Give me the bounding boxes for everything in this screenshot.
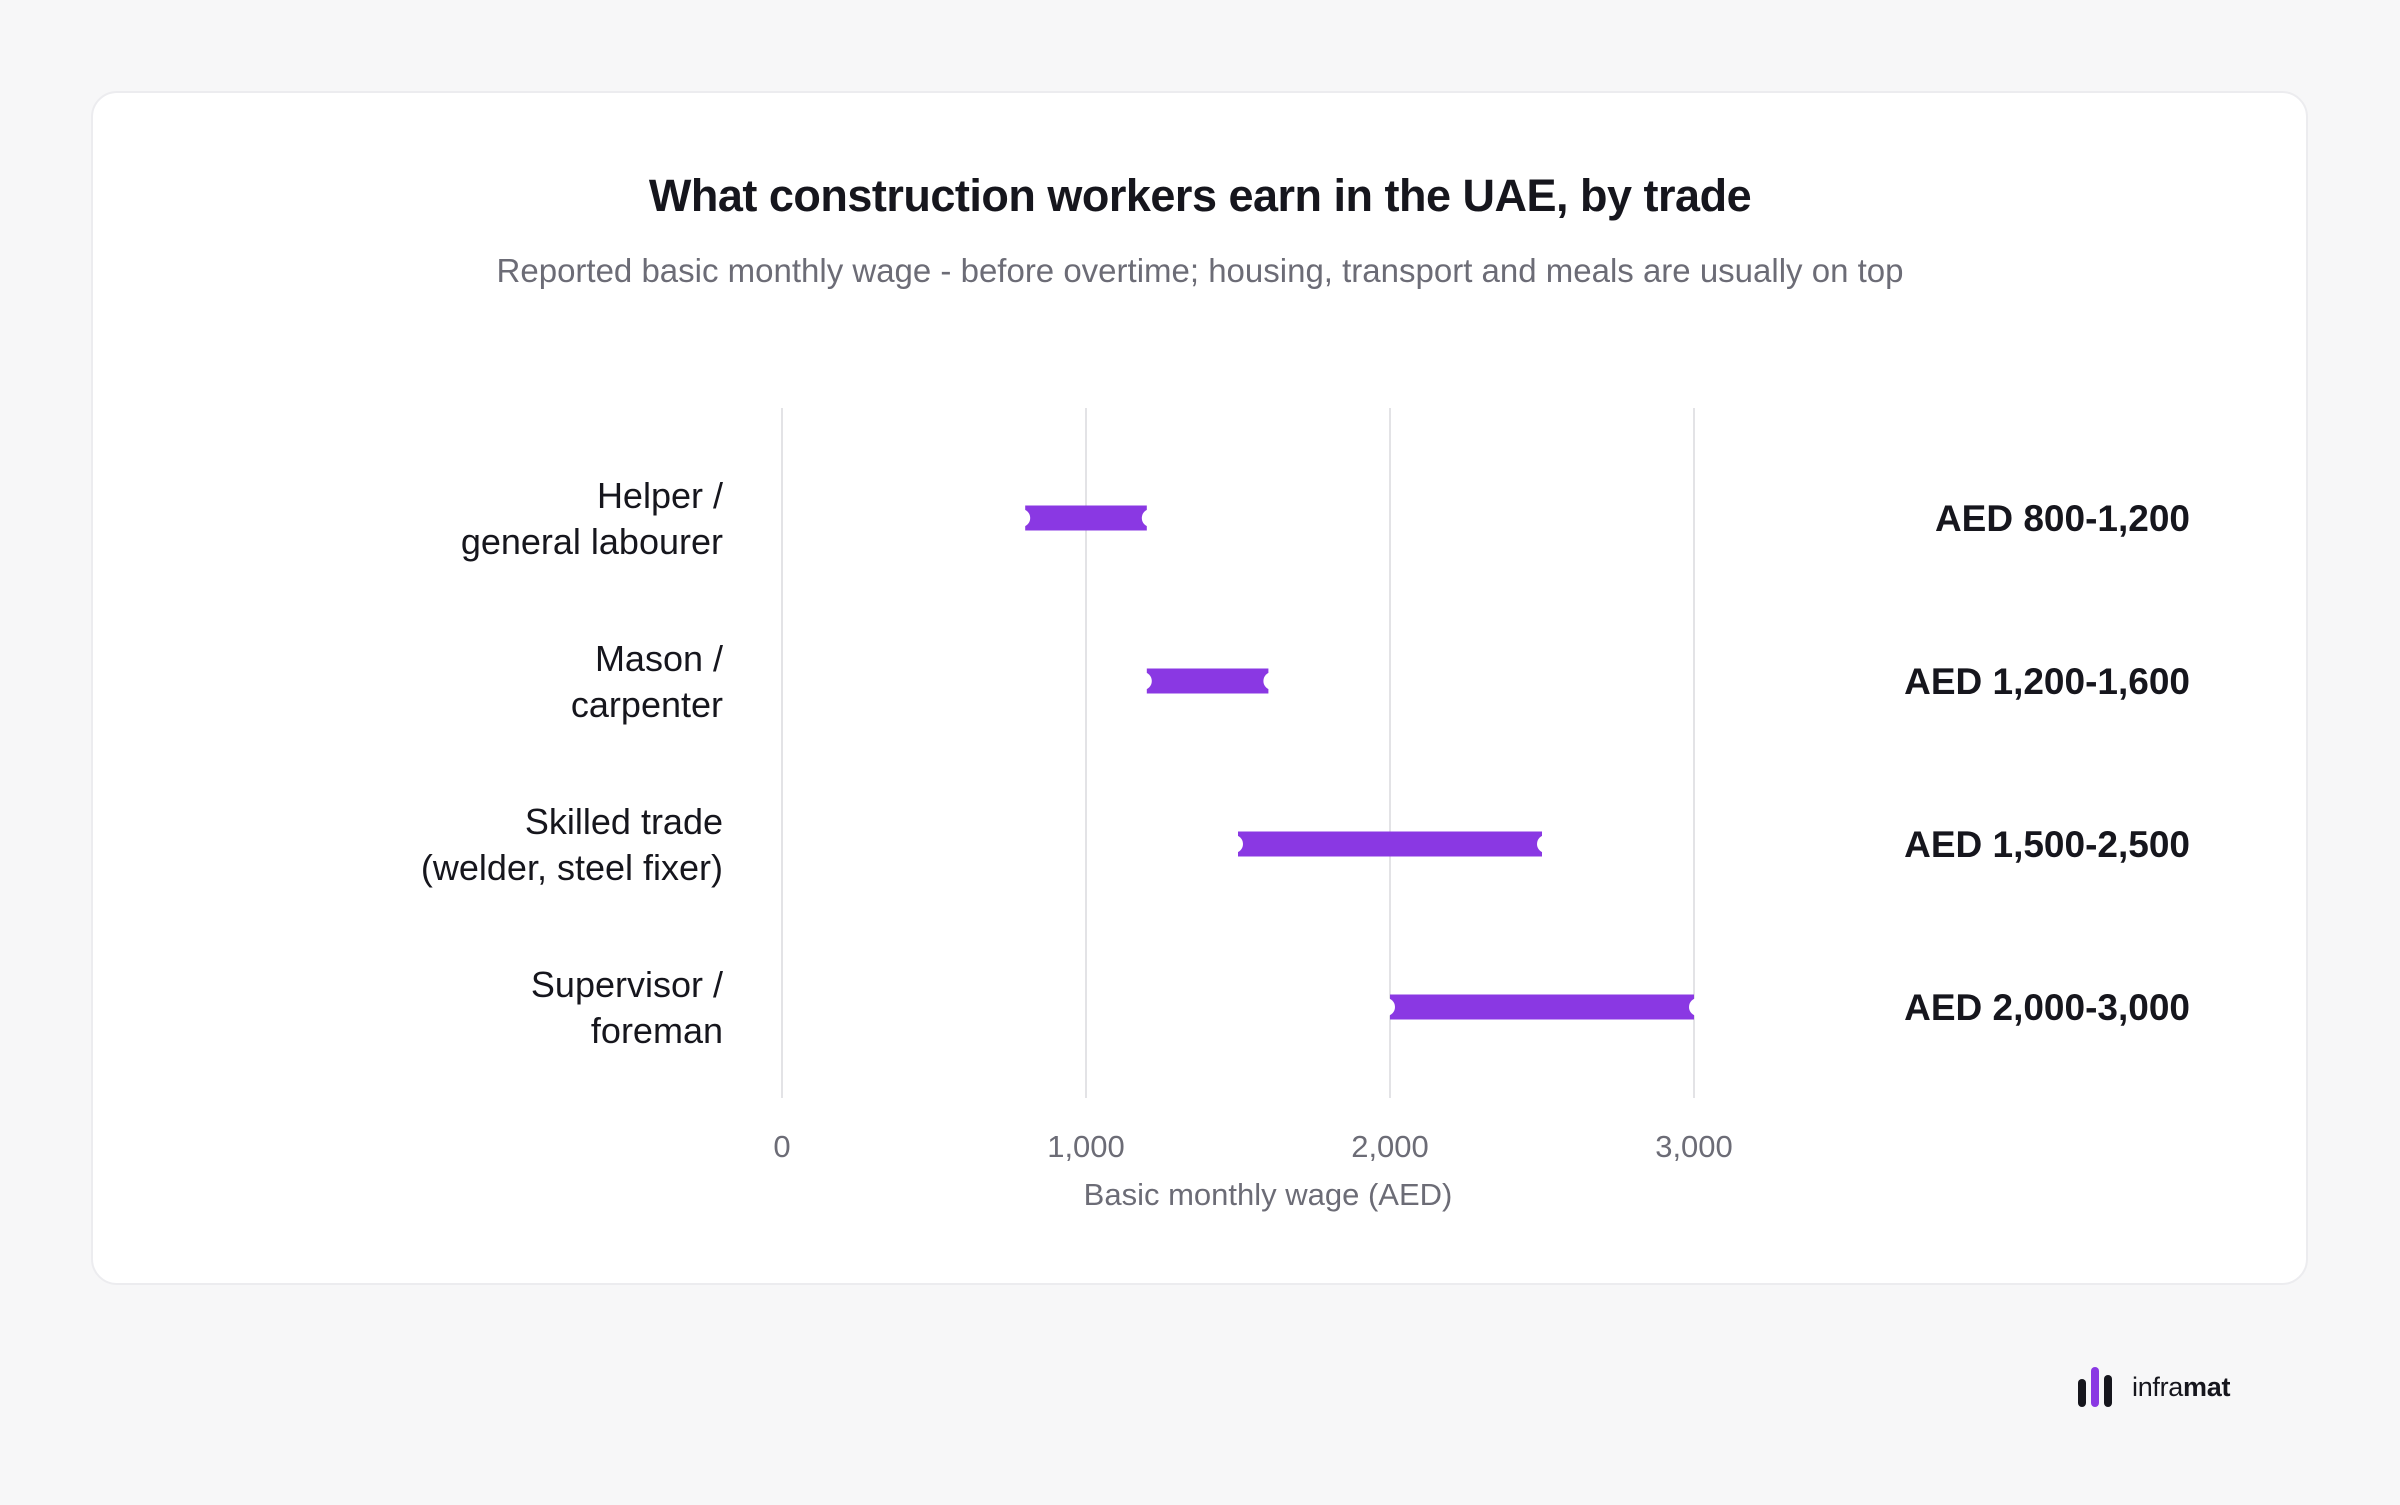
- brand-name: inframat: [2132, 1372, 2230, 1403]
- category-label-line: general labourer: [461, 521, 723, 562]
- category-label: Skilled trade (welder, steel fixer): [421, 801, 723, 888]
- range-bar: [1025, 505, 1147, 531]
- category-label: Helper / general labourer: [461, 475, 723, 562]
- x-tick-label: 3,000: [1655, 1129, 1733, 1164]
- category-label-line: carpenter: [571, 684, 723, 725]
- range-bar: [1146, 668, 1269, 694]
- x-tick-label: 2,000: [1351, 1129, 1429, 1164]
- category-label: Supervisor / foreman: [531, 964, 723, 1051]
- category-label-line: Supervisor /: [531, 964, 723, 1005]
- category-label: Mason / carpenter: [571, 638, 723, 725]
- range-value-label: AED 2,000-3,000: [1904, 987, 2190, 1028]
- category-label-line: Mason /: [595, 638, 723, 679]
- range-bar-start-notch: [1012, 509, 1031, 527]
- range-bar-end-notch: [1689, 998, 1707, 1016]
- range-value-label: AED 1,200-1,600: [1904, 661, 2190, 702]
- brand-name-bold: mat: [2183, 1371, 2231, 1402]
- range-bar-end-notch: [1537, 835, 1555, 853]
- range-value-label: AED 1,500-2,500: [1904, 824, 2190, 865]
- range-bar-start-notch: [1225, 835, 1243, 853]
- range-value-label: AED 800-1,200: [1935, 498, 2190, 539]
- x-axis-title: Basic monthly wage (AED): [1084, 1177, 1453, 1212]
- range-bar: [1390, 994, 1694, 1020]
- x-tick-label: 0: [773, 1129, 790, 1164]
- brand-name-light: infra: [2132, 1371, 2184, 1402]
- chart-subtitle: Reported basic monthly wage - before ove…: [496, 252, 1904, 289]
- range-bar-start-notch: [1377, 998, 1395, 1016]
- category-label-line: (welder, steel fixer): [421, 847, 723, 888]
- category-label-line: Helper /: [597, 475, 723, 516]
- category-label-line: Skilled trade: [525, 801, 723, 842]
- category-label-line: foreman: [591, 1010, 723, 1051]
- brand-logo: inframat: [2078, 1366, 2230, 1408]
- range-bar-end-notch: [1263, 672, 1282, 690]
- x-tick-label: 1,000: [1047, 1129, 1125, 1164]
- brand-mark-icon: [2078, 1367, 2112, 1407]
- range-bar: [1238, 831, 1542, 857]
- range-bar-end-notch: [1141, 509, 1160, 527]
- chart-title: What construction workers earn in the UA…: [648, 170, 1752, 221]
- range-bar-start-notch: [1133, 672, 1152, 690]
